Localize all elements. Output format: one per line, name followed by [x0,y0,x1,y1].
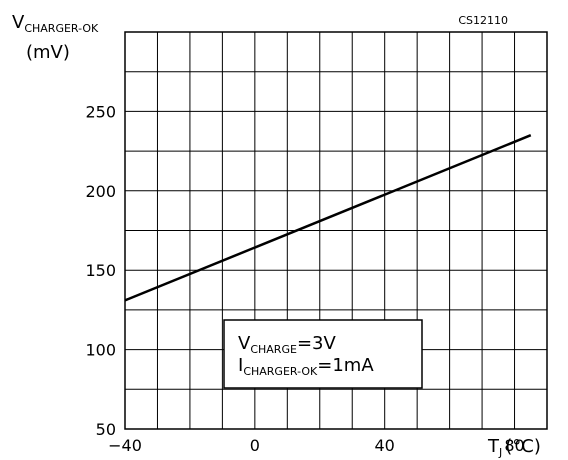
y-tick-label: 200 [85,182,116,201]
x-tick-labels: −40 0 40 80 [108,436,525,455]
annotation-box [223,319,423,389]
x-tick-label: 80 [504,436,524,455]
annotation-line-1: VCHARGE=3V [238,333,336,356]
y-axis-label: VCHARGER-OK [12,12,99,35]
figure-id: CS12110 [458,14,508,27]
annotation-i-value: =1mA [317,355,374,376]
annotation-v-value: =3V [297,333,337,354]
y-tick-labels: 50 100 150 200 250 [85,102,116,439]
series-line [124,134,532,302]
y-tick-label: 150 [85,261,116,280]
series-group [124,134,532,302]
x-axis-label: TJ (°C) [487,436,541,459]
x-axis-label-unit: (°C) [505,436,541,457]
y-axis-label-main: V [12,12,25,33]
annotation-i-sub: CHARGER-OK [243,365,318,378]
x-tick-label: 0 [250,436,260,455]
x-tick-label: 40 [375,436,395,455]
y-axis-label-sub: CHARGER-OK [24,22,99,35]
y-tick-label: 50 [96,420,116,439]
annotation-v-sub: CHARGE [250,343,297,356]
y-tick-label: 250 [85,102,116,121]
plot-frame [124,31,548,430]
x-axis-label-sub: J [498,446,502,459]
x-tick-label: −40 [108,436,142,455]
annotation-line-2: ICHARGER-OK=1mA [238,355,374,378]
annotation-i-main: I [238,355,243,376]
x-axis-label-main: T [487,436,500,457]
annotation-v-main: V [238,333,251,354]
y-axis-unit: (mV) [26,42,70,63]
y-tick-label: 100 [85,341,116,360]
